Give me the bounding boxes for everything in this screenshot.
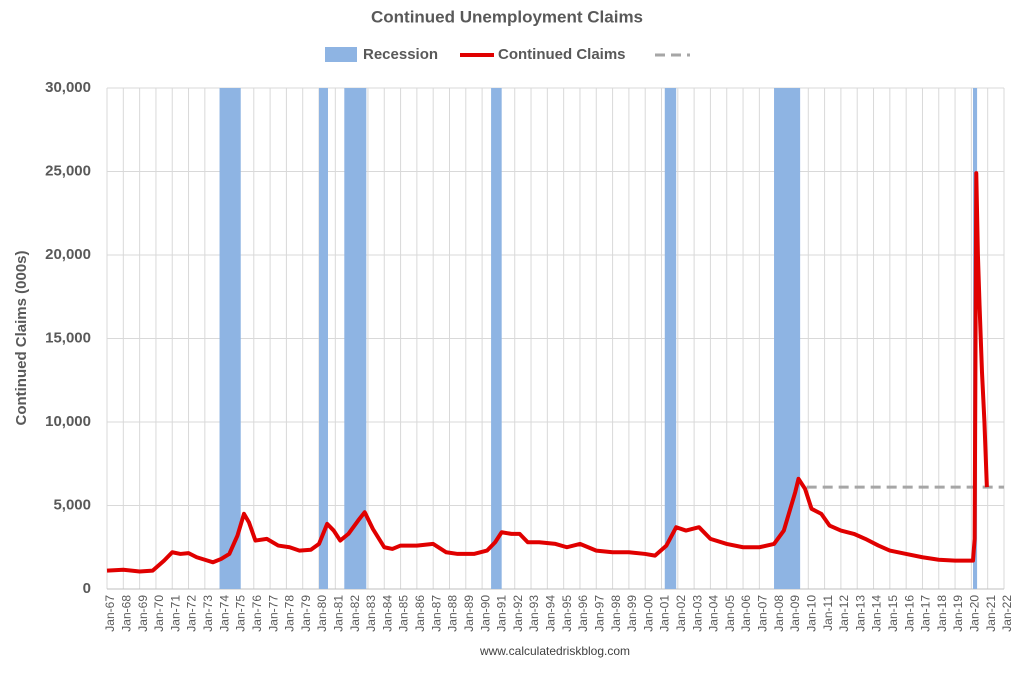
x-tick-label: Jan-96 — [576, 595, 590, 632]
x-tick-label: Jan-87 — [429, 595, 443, 632]
y-tick-label: 5,000 — [53, 496, 91, 513]
x-tick-label: Jan-67 — [103, 595, 117, 632]
x-tick-label: Jan-12 — [837, 595, 851, 632]
x-tick-label: Jan-06 — [739, 595, 753, 632]
legend-label: Continued Claims — [498, 46, 626, 63]
x-tick-label: Jan-93 — [527, 595, 541, 632]
x-tick-label: Jan-88 — [446, 595, 460, 632]
x-tick-label: Jan-19 — [951, 595, 965, 632]
x-tick-label: Jan-22 — [1000, 595, 1014, 632]
x-tick-label: Jan-91 — [495, 595, 509, 632]
x-tick-label: Jan-21 — [984, 595, 998, 632]
x-tick-label: Jan-03 — [690, 595, 704, 632]
x-tick-label: Jan-75 — [234, 595, 248, 632]
x-tick-label: Jan-77 — [266, 595, 280, 632]
x-tick-label: Jan-18 — [935, 595, 949, 632]
x-tick-label: Jan-00 — [641, 595, 655, 632]
legend-swatch — [325, 47, 357, 62]
x-tick-label: Jan-92 — [511, 595, 525, 632]
chart-title: Continued Unemployment Claims — [371, 7, 643, 26]
y-tick-label: 15,000 — [45, 329, 91, 346]
x-tick-label: Jan-97 — [592, 595, 606, 632]
grid — [106, 87, 1005, 590]
x-tick-label: Jan-10 — [804, 595, 818, 632]
x-tick-label: Jan-94 — [544, 595, 558, 632]
x-tick-label: Jan-95 — [560, 595, 574, 632]
x-tick-label: Jan-01 — [658, 595, 672, 632]
x-tick-label: Jan-81 — [331, 595, 345, 632]
x-tick-label: Jan-74 — [217, 595, 231, 632]
recession-band — [319, 88, 328, 589]
x-tick-label: Jan-04 — [707, 595, 721, 632]
x-tick-label: Jan-20 — [968, 595, 982, 632]
x-tick-label: Jan-14 — [870, 595, 884, 632]
legend-label: Recession — [363, 46, 438, 63]
x-tick-label: Jan-80 — [315, 595, 329, 632]
recession-band — [664, 88, 677, 589]
plot — [106, 171, 1004, 574]
x-tick-label: Jan-90 — [478, 595, 492, 632]
recession-band — [774, 88, 801, 589]
x-tick-label: Jan-69 — [136, 595, 150, 632]
x-tick-label: Jan-86 — [413, 595, 427, 632]
x-tick-label: Jan-09 — [788, 595, 802, 632]
x-tick-label: Jan-17 — [919, 595, 933, 632]
y-tick-label: 20,000 — [45, 246, 91, 263]
x-tick-label: Jan-11 — [821, 595, 835, 631]
y-tick-label: 30,000 — [45, 79, 91, 96]
labels: 0 5,000 10,000 15,000 20,000 25,000 30,000 Jan-… — [45, 79, 1014, 632]
x-tick-label: Jan-89 — [462, 595, 476, 632]
x-tick-label: Jan-07 — [756, 595, 770, 632]
y-tick-label: 0 — [83, 580, 91, 597]
x-tick-label: Jan-85 — [397, 595, 411, 632]
x-tick-label: Jan-84 — [380, 595, 394, 632]
x-tick-label: Jan-79 — [299, 595, 313, 632]
source: www.calculatedriskblog.com — [479, 644, 630, 658]
recession-band — [344, 88, 367, 589]
x-tick-label: Jan-72 — [185, 595, 199, 632]
x-tick-label: Jan-98 — [609, 595, 623, 632]
legend: Recession Continued Claims — [325, 46, 690, 63]
x-tick-label: Jan-78 — [283, 595, 297, 632]
x-tick-label: Jan-71 — [168, 595, 182, 632]
x-tick-label: Jan-99 — [625, 595, 639, 632]
x-tick-label: Jan-05 — [723, 595, 737, 632]
x-tick-label: Jan-16 — [902, 595, 916, 632]
x-tick-label: Jan-13 — [853, 595, 867, 632]
x-tick-label: Jan-08 — [772, 595, 786, 632]
x-tick-label: Jan-15 — [886, 595, 900, 632]
recession-band — [491, 88, 502, 589]
recession-band — [219, 88, 241, 589]
y-tick-label: 25,000 — [45, 162, 91, 179]
x-tick-label: Jan-70 — [152, 595, 166, 632]
x-tick-label: Jan-83 — [364, 595, 378, 632]
x-tick-label: Jan-76 — [250, 595, 264, 632]
x-tick-label: Jan-68 — [119, 595, 133, 632]
x-tick-label: Jan-73 — [201, 595, 215, 632]
x-tick-label: Jan-02 — [674, 595, 688, 632]
series-line — [106, 171, 989, 574]
x-tick-label: Jan-82 — [348, 595, 362, 632]
y-tick-label: 10,000 — [45, 413, 91, 430]
y-axis-label: Continued Claims (000s) — [13, 250, 30, 425]
